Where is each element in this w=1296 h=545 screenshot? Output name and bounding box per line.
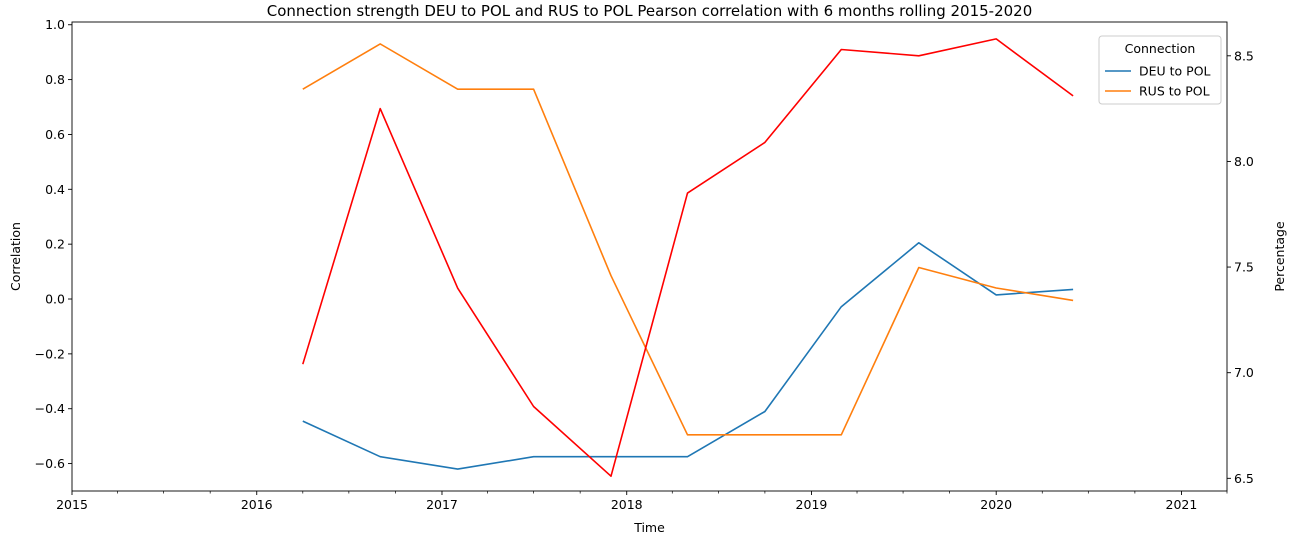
legend-box [1098,35,1222,105]
legend-title: Connection [1125,41,1196,56]
y-tick-label-left-1: −0.4 [35,401,65,416]
y-tick-label-left-3: 0.0 [45,292,65,307]
axes: −0.6 −0.4 −0.2 0.0 0.2 0.4 0.6 0.8 1.0 6.5 7.0 7.5 8… [35,17,1254,512]
y-axis-label-right: Percentage [1272,221,1287,292]
y-tick-label-right-2: 7.5 [1234,260,1254,275]
series-line-0 [302,242,1074,470]
y-tick-label-left-7: 0.8 [45,72,65,87]
y-tick-label-left-6: 0.6 [45,127,65,142]
y-tick-label-left-0: −0.6 [35,456,65,471]
x-tick-label-5: 2020 [980,497,1012,512]
y-tick-label-left-8: 1.0 [45,17,65,32]
plot-frame [71,21,1228,492]
chart-title: Connection strength DEU to POL and RUS t… [267,2,1033,20]
y-tick-label-left-2: −0.2 [35,346,65,361]
series-line-2 [302,38,1074,478]
y-tick-label-right-4: 8.5 [1234,48,1254,63]
legend-label-rus: RUS to POL [1139,84,1210,99]
y-tick-label-right-0: 6.5 [1234,471,1254,486]
y-tick-label-right-3: 8.0 [1234,154,1254,169]
legend-label-deu: DEU to POL [1139,64,1211,79]
y-axis-label-left: Correlation [8,222,23,291]
x-axis-label: Time [633,520,665,535]
x-tick-label-1: 2016 [241,497,273,512]
x-tick-label-6: 2021 [1166,497,1198,512]
series-line-1 [302,43,1074,436]
x-tick-label-4: 2019 [796,497,828,512]
x-tick-label-0: 2015 [56,497,88,512]
y-tick-label-left-4: 0.2 [45,237,65,252]
y-tick-label-left-5: 0.4 [45,182,65,197]
legend: Connection DEU to POL RUS to POL [1098,35,1222,105]
y-tick-label-right-1: 7.0 [1234,365,1254,380]
x-tick-label-2: 2017 [426,497,458,512]
series-lines [302,38,1074,478]
x-tick-label-3: 2018 [611,497,643,512]
